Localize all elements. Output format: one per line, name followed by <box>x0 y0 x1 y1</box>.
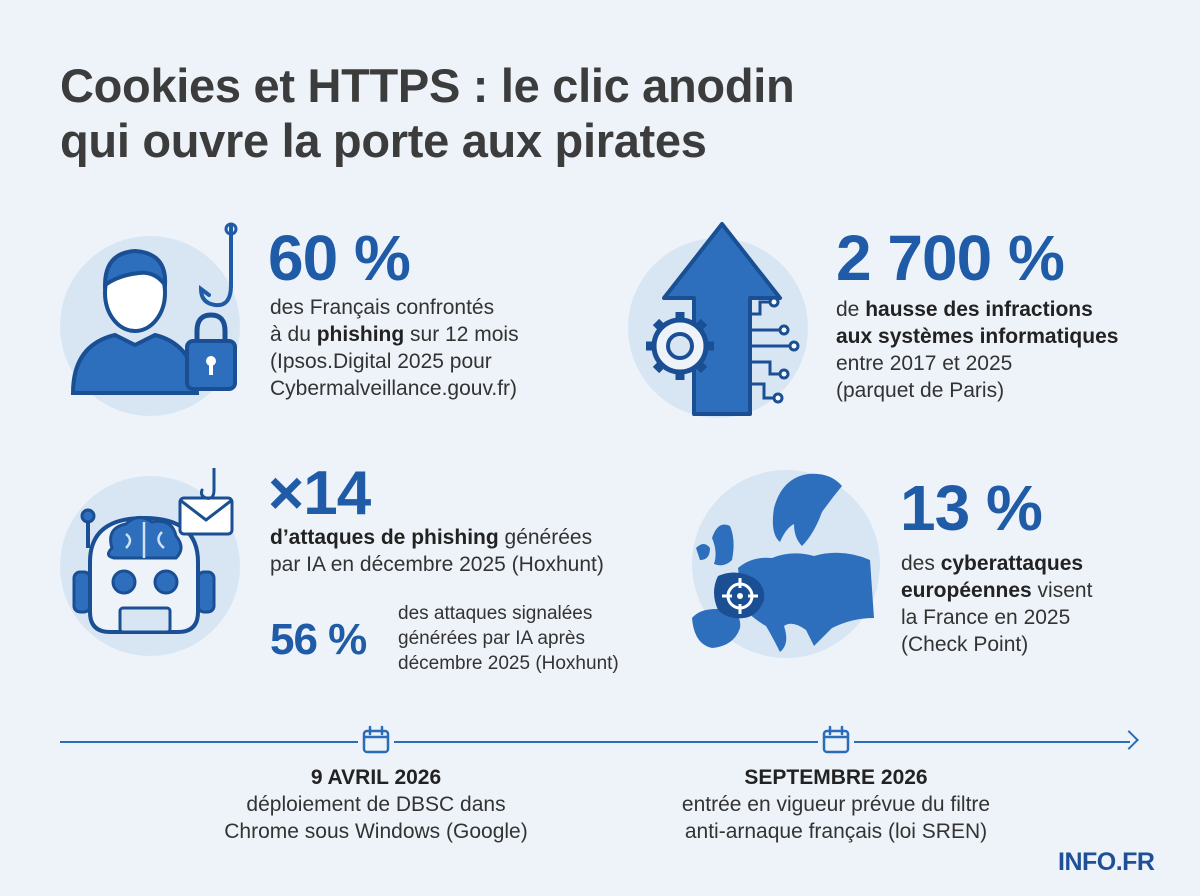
calendar-icon <box>362 725 390 754</box>
phishing-line-2-post: sur 12 mois <box>404 323 519 346</box>
title-line-2: qui ouvre la porte aux pirates <box>60 114 707 167</box>
infractions-stat-value: 2 700 % <box>836 222 1065 294</box>
ia-sub-stat-value: 56 % <box>270 615 367 664</box>
page-title: Cookies et HTTPS : le clic anodin qui ou… <box>60 58 960 168</box>
europe-line-4: (Check Point) <box>901 633 1029 656</box>
timeline-event-1-date: 9 AVRIL 2026 <box>310 766 442 789</box>
europe-line-2-post: visent <box>1031 579 1093 602</box>
europe-stat-description: des cyberattaques européennes visent la … <box>901 550 1092 658</box>
infractions-stat-description: de hausse des infractions aux systèmes i… <box>836 296 1118 404</box>
phishing-line-3: (Ipsos.Digital 2025 pour <box>270 350 492 373</box>
phishing-stat-description: des Français confrontés à du phishing su… <box>270 294 519 402</box>
ia-stat-value: ×14 <box>268 459 371 528</box>
europe-line-3: la France en 2025 <box>901 606 1071 629</box>
calendar-icon <box>822 725 850 754</box>
europe-map-target-icon <box>692 473 874 652</box>
timeline-event-2-line-1: entrée en vigueur prévue du filtre <box>681 793 991 816</box>
timeline-event-1-line-1: déploiement de DBSC dans <box>246 793 506 816</box>
timeline-event-2: SEPTEMBRE 2026 entrée en vigueur prévue … <box>626 764 1046 845</box>
ia-line-1-bold: d’attaques de phishing <box>270 526 499 549</box>
ia-stat-description: d’attaques de phishing générées par IA e… <box>270 524 604 578</box>
phishing-line-2-pre: à du <box>270 323 317 346</box>
phishing-line-4: Cybermalveillance.gouv.fr) <box>270 377 518 400</box>
europe-line-1-bold: cyberattaques <box>940 552 1084 575</box>
user-phishing-lock-icon <box>70 222 238 395</box>
ia-line-2: par IA en décembre 2025 (Hoxhunt) <box>270 553 604 576</box>
ia-sub-line-1: des attaques signalées <box>398 603 593 624</box>
phishing-stat-value: 60 % <box>268 222 411 294</box>
infractions-line-3: entre 2017 et 2025 <box>836 352 1013 375</box>
infractions-line-4: (parquet de Paris) <box>836 379 1005 402</box>
infractions-line-1-bold: hausse des infractions <box>865 298 1093 321</box>
timeline-arrow-head <box>1119 730 1139 750</box>
ia-sub-line-2: générées par IA après <box>398 628 585 649</box>
phishing-line-2-bold: phishing <box>316 323 405 346</box>
ia-sub-stat-description: des attaques signalées générées par IA a… <box>398 601 619 676</box>
arrow-circuit-gear-icon <box>646 222 800 416</box>
timeline-event-1: 9 AVRIL 2026 déploiement de DBSC dans Ch… <box>166 764 586 845</box>
europe-line-2-bold: européennes <box>901 579 1032 602</box>
robot-brain-email-icon <box>72 468 234 634</box>
timeline-event-2-date: SEPTEMBRE 2026 <box>744 766 928 789</box>
europe-stat-value: 13 % <box>900 472 1043 544</box>
timeline-event-2-line-2: anti-arnaque français (loi SREN) <box>684 820 988 843</box>
ia-line-1-post: générées <box>498 526 593 549</box>
infractions-line-1-pre: de <box>836 298 866 321</box>
brand-logo: INFO.FR <box>1058 848 1155 876</box>
ia-sub-line-3: décembre 2025 (Hoxhunt) <box>398 653 619 674</box>
infractions-line-2-bold: aux systèmes informatiques <box>836 325 1119 348</box>
timeline-event-1-line-2: Chrome sous Windows (Google) <box>224 820 528 843</box>
title-line-1: Cookies et HTTPS : le clic anodin <box>60 59 795 112</box>
timeline-line <box>60 741 1130 743</box>
phishing-line-1: des Français confrontés <box>270 296 495 319</box>
europe-line-1-pre: des <box>901 552 941 575</box>
